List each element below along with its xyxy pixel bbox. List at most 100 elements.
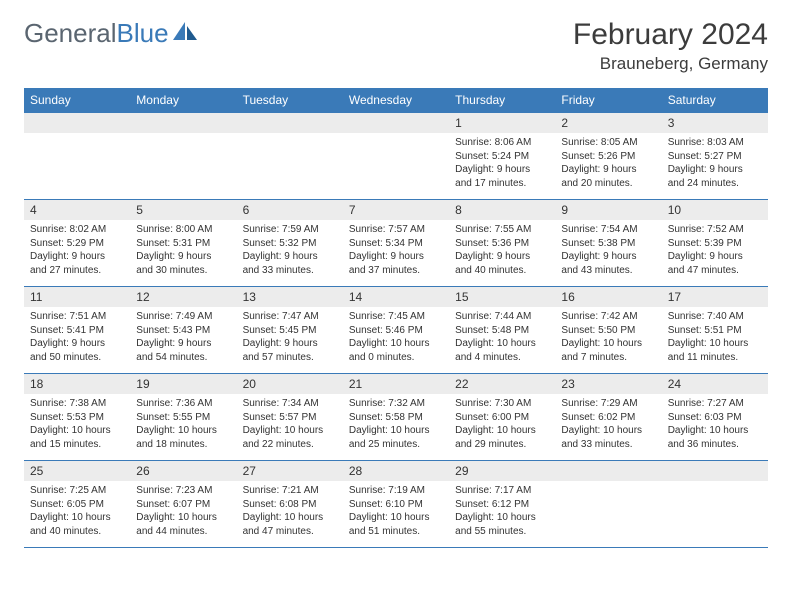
sunrise-text: Sunrise: 8:02 AM: [30, 223, 124, 237]
sunrise-text: Sunrise: 7:25 AM: [30, 484, 124, 498]
sunrise-text: Sunrise: 8:00 AM: [136, 223, 230, 237]
daylight-text: Daylight: 9 hours: [561, 250, 655, 264]
day-cell: 26Sunrise: 7:23 AMSunset: 6:07 PMDayligh…: [130, 461, 236, 547]
day-number: 25: [24, 461, 130, 481]
daylight-text: and 47 minutes.: [243, 525, 337, 539]
daylight-text: Daylight: 9 hours: [136, 250, 230, 264]
week-row: 18Sunrise: 7:38 AMSunset: 5:53 PMDayligh…: [24, 373, 768, 460]
day-number: 4: [24, 200, 130, 220]
daylight-text: Daylight: 10 hours: [30, 511, 124, 525]
day-cell: 23Sunrise: 7:29 AMSunset: 6:02 PMDayligh…: [555, 374, 661, 460]
day-details: Sunrise: 7:38 AMSunset: 5:53 PMDaylight:…: [24, 394, 130, 455]
daylight-text: Daylight: 9 hours: [455, 163, 549, 177]
daylight-text: Daylight: 9 hours: [668, 163, 762, 177]
sunrise-text: Sunrise: 7:57 AM: [349, 223, 443, 237]
day-cell: 27Sunrise: 7:21 AMSunset: 6:08 PMDayligh…: [237, 461, 343, 547]
daylight-text: Daylight: 10 hours: [243, 511, 337, 525]
daylight-text: Daylight: 10 hours: [136, 424, 230, 438]
daylight-text: and 18 minutes.: [136, 438, 230, 452]
sunset-text: Sunset: 5:31 PM: [136, 237, 230, 251]
daylight-text: and 25 minutes.: [349, 438, 443, 452]
daylight-text: and 27 minutes.: [30, 264, 124, 278]
day-cell: 28Sunrise: 7:19 AMSunset: 6:10 PMDayligh…: [343, 461, 449, 547]
day-number: 19: [130, 374, 236, 394]
day-details: Sunrise: 8:02 AMSunset: 5:29 PMDaylight:…: [24, 220, 130, 281]
daylight-text: and 30 minutes.: [136, 264, 230, 278]
day-number: 18: [24, 374, 130, 394]
day-details: Sunrise: 7:59 AMSunset: 5:32 PMDaylight:…: [237, 220, 343, 281]
sunrise-text: Sunrise: 7:29 AM: [561, 397, 655, 411]
sunset-text: Sunset: 5:58 PM: [349, 411, 443, 425]
sunset-text: Sunset: 5:51 PM: [668, 324, 762, 338]
sunrise-text: Sunrise: 7:51 AM: [30, 310, 124, 324]
day-details: Sunrise: 7:42 AMSunset: 5:50 PMDaylight:…: [555, 307, 661, 368]
daylight-text: Daylight: 9 hours: [561, 163, 655, 177]
daylight-text: Daylight: 10 hours: [30, 424, 124, 438]
day-details: Sunrise: 8:03 AMSunset: 5:27 PMDaylight:…: [662, 133, 768, 194]
daylight-text: and 36 minutes.: [668, 438, 762, 452]
day-number: 5: [130, 200, 236, 220]
weekday-header: Wednesday: [343, 88, 449, 112]
sunrise-text: Sunrise: 8:05 AM: [561, 136, 655, 150]
day-number: 17: [662, 287, 768, 307]
day-cell: 14Sunrise: 7:45 AMSunset: 5:46 PMDayligh…: [343, 287, 449, 373]
day-details: Sunrise: 7:49 AMSunset: 5:43 PMDaylight:…: [130, 307, 236, 368]
day-cell: 17Sunrise: 7:40 AMSunset: 5:51 PMDayligh…: [662, 287, 768, 373]
daylight-text: Daylight: 10 hours: [668, 337, 762, 351]
sunrise-text: Sunrise: 7:36 AM: [136, 397, 230, 411]
day-cell: [237, 113, 343, 199]
day-cell: 29Sunrise: 7:17 AMSunset: 6:12 PMDayligh…: [449, 461, 555, 547]
sunset-text: Sunset: 5:26 PM: [561, 150, 655, 164]
logo-text-blue: Blue: [117, 18, 169, 49]
logo-text-general: General: [24, 18, 117, 49]
day-cell: [555, 461, 661, 547]
day-details: Sunrise: 7:30 AMSunset: 6:00 PMDaylight:…: [449, 394, 555, 455]
daylight-text: Daylight: 10 hours: [136, 511, 230, 525]
sunset-text: Sunset: 6:00 PM: [455, 411, 549, 425]
daylight-text: Daylight: 9 hours: [668, 250, 762, 264]
day-number: 20: [237, 374, 343, 394]
daylight-text: and 55 minutes.: [455, 525, 549, 539]
daylight-text: and 50 minutes.: [30, 351, 124, 365]
day-details: Sunrise: 7:45 AMSunset: 5:46 PMDaylight:…: [343, 307, 449, 368]
day-details: Sunrise: 7:47 AMSunset: 5:45 PMDaylight:…: [237, 307, 343, 368]
day-details: Sunrise: 7:32 AMSunset: 5:58 PMDaylight:…: [343, 394, 449, 455]
title-block: February 2024 Brauneberg, Germany: [573, 18, 768, 74]
daylight-text: Daylight: 9 hours: [349, 250, 443, 264]
day-details: Sunrise: 7:40 AMSunset: 5:51 PMDaylight:…: [662, 307, 768, 368]
daylight-text: and 47 minutes.: [668, 264, 762, 278]
day-cell: 11Sunrise: 7:51 AMSunset: 5:41 PMDayligh…: [24, 287, 130, 373]
day-number: 22: [449, 374, 555, 394]
day-number: 3: [662, 113, 768, 133]
daylight-text: and 11 minutes.: [668, 351, 762, 365]
weekday-header: Sunday: [24, 88, 130, 112]
day-cell: 6Sunrise: 7:59 AMSunset: 5:32 PMDaylight…: [237, 200, 343, 286]
sunset-text: Sunset: 5:50 PM: [561, 324, 655, 338]
day-cell: [130, 113, 236, 199]
day-number: 2: [555, 113, 661, 133]
sunrise-text: Sunrise: 7:21 AM: [243, 484, 337, 498]
day-cell: 7Sunrise: 7:57 AMSunset: 5:34 PMDaylight…: [343, 200, 449, 286]
day-number: 11: [24, 287, 130, 307]
weekday-header: Saturday: [662, 88, 768, 112]
day-number: 27: [237, 461, 343, 481]
sunrise-text: Sunrise: 7:38 AM: [30, 397, 124, 411]
header: GeneralBlue February 2024 Brauneberg, Ge…: [0, 0, 792, 82]
daylight-text: Daylight: 9 hours: [243, 250, 337, 264]
daylight-text: Daylight: 10 hours: [561, 337, 655, 351]
calendar-body: 1Sunrise: 8:06 AMSunset: 5:24 PMDaylight…: [24, 112, 768, 548]
daylight-text: and 51 minutes.: [349, 525, 443, 539]
day-cell: [24, 113, 130, 199]
daylight-text: and 33 minutes.: [243, 264, 337, 278]
daylight-text: and 22 minutes.: [243, 438, 337, 452]
daylight-text: and 43 minutes.: [561, 264, 655, 278]
daylight-text: and 44 minutes.: [136, 525, 230, 539]
day-number: 1: [449, 113, 555, 133]
sunset-text: Sunset: 5:24 PM: [455, 150, 549, 164]
sunrise-text: Sunrise: 7:44 AM: [455, 310, 549, 324]
day-cell: [343, 113, 449, 199]
day-details: Sunrise: 7:54 AMSunset: 5:38 PMDaylight:…: [555, 220, 661, 281]
day-details: Sunrise: 7:57 AMSunset: 5:34 PMDaylight:…: [343, 220, 449, 281]
daylight-text: and 4 minutes.: [455, 351, 549, 365]
day-details: Sunrise: 7:34 AMSunset: 5:57 PMDaylight:…: [237, 394, 343, 455]
